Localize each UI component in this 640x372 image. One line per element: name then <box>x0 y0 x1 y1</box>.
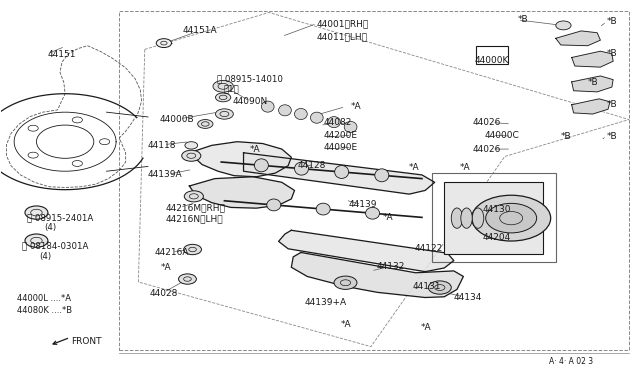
Text: *B: *B <box>607 132 618 141</box>
Ellipse shape <box>335 166 349 179</box>
Ellipse shape <box>310 112 323 123</box>
Ellipse shape <box>328 116 340 128</box>
Text: FRONT: FRONT <box>72 337 102 346</box>
Ellipse shape <box>294 162 308 175</box>
Text: 44204: 44204 <box>483 233 511 242</box>
Circle shape <box>334 276 357 289</box>
Text: 44082: 44082 <box>323 118 351 127</box>
Polygon shape <box>572 99 610 114</box>
Text: 44028: 44028 <box>149 289 177 298</box>
Bar <box>119 11 629 350</box>
Text: *B: *B <box>607 17 618 26</box>
Text: 44216M〈RH〉: 44216M〈RH〉 <box>166 203 226 213</box>
Polygon shape <box>572 76 613 92</box>
Circle shape <box>486 203 537 233</box>
Ellipse shape <box>316 203 330 215</box>
Ellipse shape <box>472 208 484 228</box>
Polygon shape <box>291 253 463 298</box>
Polygon shape <box>189 177 294 208</box>
Text: 44000B: 44000B <box>159 115 194 124</box>
Text: 44122: 44122 <box>414 244 442 253</box>
Circle shape <box>216 93 231 102</box>
Text: *A: *A <box>250 145 260 154</box>
Polygon shape <box>189 142 291 177</box>
Text: 44130: 44130 <box>483 205 511 215</box>
Text: 44026: 44026 <box>473 118 501 127</box>
Text: *A: *A <box>420 323 431 331</box>
Circle shape <box>472 195 550 241</box>
Circle shape <box>216 109 234 119</box>
Text: *B: *B <box>518 15 528 24</box>
Text: ⓕ 08915-14010: ⓕ 08915-14010 <box>217 74 283 83</box>
Text: 44131: 44131 <box>412 282 441 291</box>
Text: 44128: 44128 <box>298 161 326 170</box>
Text: 44011〈LH〉: 44011〈LH〉 <box>317 32 368 41</box>
Text: *B: *B <box>607 100 618 109</box>
Text: *B: *B <box>588 78 598 87</box>
Circle shape <box>179 274 196 284</box>
Bar <box>476 46 508 64</box>
Ellipse shape <box>451 208 463 228</box>
Circle shape <box>556 21 571 30</box>
Text: *A: *A <box>161 263 172 272</box>
Circle shape <box>185 142 198 149</box>
Text: 44139: 44139 <box>349 200 377 209</box>
Text: 44151: 44151 <box>47 51 76 60</box>
Circle shape <box>184 244 202 255</box>
Text: *A: *A <box>340 320 351 329</box>
Bar <box>431 173 556 262</box>
Bar <box>444 182 543 254</box>
Text: *A: *A <box>351 102 361 111</box>
Text: *A: *A <box>460 163 471 172</box>
Ellipse shape <box>461 208 472 228</box>
Text: 44134: 44134 <box>454 293 482 302</box>
Circle shape <box>25 234 48 247</box>
Circle shape <box>428 281 451 294</box>
Ellipse shape <box>375 169 389 182</box>
Text: *B: *B <box>561 132 572 141</box>
Text: 44090N: 44090N <box>232 97 268 106</box>
Text: 44026: 44026 <box>473 145 501 154</box>
Text: 44000K: 44000K <box>474 56 509 65</box>
Text: 44216A: 44216A <box>154 248 189 257</box>
Circle shape <box>182 150 201 161</box>
Text: (4): (4) <box>45 223 57 232</box>
Text: Ⓑ 08184-0301A: Ⓑ 08184-0301A <box>22 241 88 250</box>
Text: 44090E: 44090E <box>323 143 357 152</box>
Polygon shape <box>572 51 613 67</box>
Text: 44118: 44118 <box>148 141 177 150</box>
Polygon shape <box>278 230 454 272</box>
Ellipse shape <box>278 105 291 116</box>
Circle shape <box>198 119 213 128</box>
Text: 、1。: 、1。 <box>223 85 239 94</box>
Ellipse shape <box>267 199 281 211</box>
Text: *A: *A <box>383 213 393 222</box>
Ellipse shape <box>294 109 307 119</box>
Text: A· 4· A 02 3: A· 4· A 02 3 <box>549 357 593 366</box>
Text: 44001〈RH〉: 44001〈RH〉 <box>317 19 369 28</box>
Ellipse shape <box>254 159 268 172</box>
Text: 44139+A: 44139+A <box>305 298 347 307</box>
Polygon shape <box>556 31 600 46</box>
Circle shape <box>213 80 234 92</box>
Ellipse shape <box>261 101 274 112</box>
Text: 44132: 44132 <box>376 262 404 271</box>
Circle shape <box>25 206 48 219</box>
Text: 44151A: 44151A <box>183 26 218 35</box>
Text: ⓕ 08915-2401A: ⓕ 08915-2401A <box>27 213 93 222</box>
Text: 44000L ....*A: 44000L ....*A <box>17 294 71 303</box>
Text: 44139A: 44139A <box>148 170 182 179</box>
Ellipse shape <box>344 121 357 132</box>
Text: *A: *A <box>409 163 420 172</box>
Circle shape <box>156 39 172 48</box>
Text: 44000C: 44000C <box>484 131 519 140</box>
Polygon shape <box>244 153 435 194</box>
Text: 44080K ....*B: 44080K ....*B <box>17 306 72 315</box>
Text: *B: *B <box>607 49 618 58</box>
Text: (4): (4) <box>40 251 52 261</box>
Text: 44216N〈LH〉: 44216N〈LH〉 <box>166 215 223 224</box>
Circle shape <box>184 191 204 202</box>
Ellipse shape <box>365 207 380 219</box>
Text: 44200E: 44200E <box>323 131 357 140</box>
